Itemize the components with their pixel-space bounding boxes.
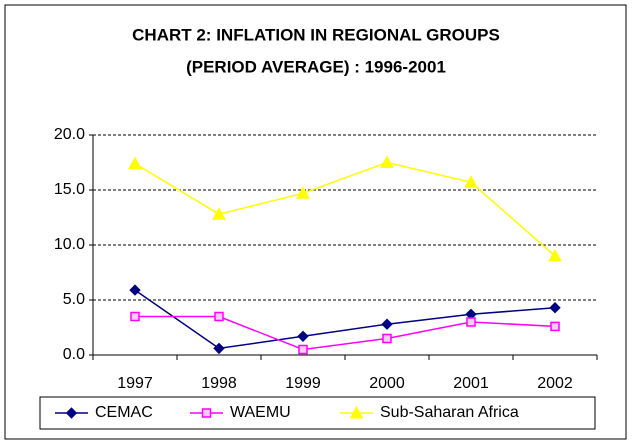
y-tick-label: 15.0	[54, 181, 85, 198]
marker	[548, 248, 562, 262]
marker	[382, 333, 392, 344]
marker	[466, 317, 476, 327]
marker	[130, 311, 140, 322]
chart-title: (PERIOD AVERAGE) : 1996-2001	[186, 57, 446, 76]
x-tick-label: 2001	[453, 375, 489, 392]
legend-label: CEMAC	[95, 404, 153, 421]
marker	[549, 301, 561, 314]
y-tick-label: 5.0	[63, 291, 85, 308]
chart-frame	[4, 4, 627, 440]
marker	[128, 156, 142, 170]
x-tick-label: 2000	[369, 375, 405, 392]
marker	[129, 284, 141, 296]
x-tick-label: 1998	[201, 375, 237, 392]
marker	[380, 155, 394, 168]
y-tick-label: 10.0	[54, 236, 85, 253]
legend-box	[39, 396, 596, 430]
x-tick-label: 1997	[117, 375, 153, 392]
series-line	[134, 289, 556, 350]
series-line	[134, 161, 556, 257]
marker	[349, 405, 364, 419]
y-tick-label: 0.0	[63, 346, 85, 363]
chart-title: CHART 2: INFLATION IN REGIONAL GROUPS	[132, 25, 500, 44]
x-tick-label: 1999	[285, 375, 321, 392]
marker	[65, 407, 78, 419]
marker	[381, 318, 393, 330]
legend-label: WAEMU	[230, 404, 291, 421]
marker	[298, 344, 308, 355]
marker	[201, 408, 212, 418]
marker	[550, 321, 560, 332]
y-tick-label: 20.0	[54, 126, 85, 143]
marker	[464, 175, 478, 188]
marker	[297, 330, 309, 343]
marker	[213, 342, 225, 355]
marker	[296, 186, 310, 199]
x-tick-label: 2002	[537, 375, 573, 392]
marker	[214, 311, 224, 322]
series-line	[135, 315, 556, 351]
marker	[212, 207, 226, 220]
legend-label: Sub-Saharan Africa	[380, 404, 519, 421]
